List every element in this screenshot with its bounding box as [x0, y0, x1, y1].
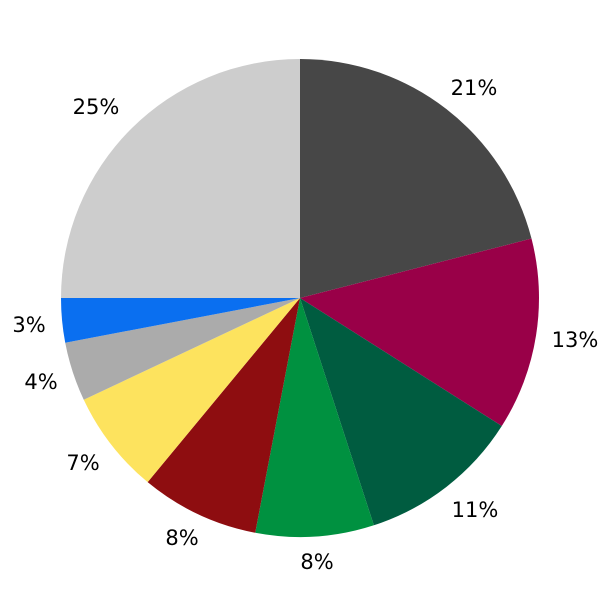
slice-label-2: 11%: [452, 498, 499, 522]
pie-slice-4-8pct: [147, 298, 300, 533]
pie-slice-5-7pct: [83, 298, 300, 483]
slice-label-8: 25%: [73, 95, 120, 119]
pie-slice-0-21pct: [300, 59, 532, 298]
slice-label-7: 3%: [12, 313, 45, 337]
pie-slice-7-3pct: [61, 298, 300, 343]
slice-label-0: 21%: [451, 76, 498, 100]
slice-label-5: 7%: [66, 451, 99, 475]
pie-slice-3-8pct: [255, 298, 374, 538]
pie-slice-1-13pct: [300, 238, 539, 427]
pie-slice-2-11pct: [300, 298, 502, 526]
pie-slice-8-25pct: [61, 59, 300, 298]
slice-label-4: 8%: [165, 526, 198, 550]
slice-label-3: 8%: [300, 550, 333, 574]
slice-label-1: 13%: [552, 328, 599, 352]
slice-label-6: 4%: [24, 370, 57, 394]
pie-slice-6-4pct: [65, 298, 300, 400]
